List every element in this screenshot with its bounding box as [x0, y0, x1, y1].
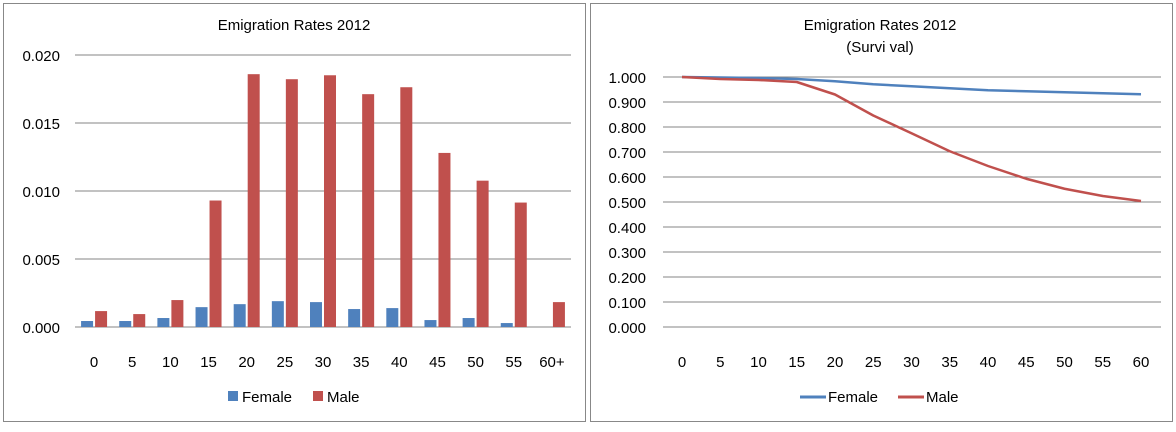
x-tick-label: 20	[238, 354, 255, 371]
bar-male	[248, 74, 260, 327]
x-tick-label: 60	[1133, 354, 1150, 371]
bar-male	[171, 300, 183, 327]
x-tick-label: 15	[788, 354, 805, 371]
bar-male	[133, 314, 145, 327]
y-tick-label: 0.020	[22, 48, 60, 65]
x-tick-label: 20	[827, 354, 844, 371]
bar-female	[310, 302, 322, 327]
bar-female	[424, 320, 436, 327]
bar-male	[477, 181, 489, 327]
bar-female	[157, 318, 169, 327]
chart-subtitle: (Survi val)	[846, 39, 914, 56]
bar-female	[501, 323, 513, 327]
legend-label: Male	[327, 389, 360, 406]
y-tick-label: 0.400	[608, 220, 646, 237]
y-tick-label: 0.600	[608, 170, 646, 187]
legend-label: Female	[242, 389, 292, 406]
y-tick-label: 0.300	[608, 245, 646, 262]
y-tick-label: 0.500	[608, 195, 646, 212]
bar-male	[210, 201, 222, 327]
bar-male	[324, 75, 336, 327]
y-tick-label: 0.800	[608, 120, 646, 137]
legend-label: Female	[828, 389, 878, 406]
bar-chart-panel: Emigration Rates 2012 0.000 0.005 0.010 0.0…	[4, 4, 586, 422]
bar-male	[362, 94, 374, 327]
x-tick-label: 45	[1018, 354, 1035, 371]
bar-male	[438, 153, 450, 327]
x-tick-label: 5	[716, 354, 724, 371]
x-tick-label: 55	[1094, 354, 1111, 371]
y-tick-label: 0.100	[608, 295, 646, 312]
x-tick-label: 45	[429, 354, 446, 371]
line-chart-panel: Emigration Rates 2012 (Survi val) 0.000 0…	[591, 4, 1173, 422]
x-tick-label: 5	[128, 354, 136, 371]
y-tick-label: 0.700	[608, 145, 646, 162]
chart-title: Emigration Rates 2012	[804, 17, 957, 34]
y-tick-label: 0.010	[22, 184, 60, 201]
bar-female	[272, 301, 284, 327]
y-tick-label: 0.900	[608, 95, 646, 112]
x-tick-label: 0	[678, 354, 686, 371]
bar-female	[81, 321, 93, 327]
x-tick-label: 40	[980, 354, 997, 371]
y-tick-label: 0.000	[608, 320, 646, 337]
x-tick-label: 50	[1056, 354, 1073, 371]
x-tick-label: 30	[903, 354, 920, 371]
y-tick-label: 0.000	[22, 320, 60, 337]
x-tick-label: 25	[865, 354, 882, 371]
x-tick-label: 50	[467, 354, 484, 371]
x-tick-label: 0	[90, 354, 98, 371]
y-tick-label: 1.000	[608, 70, 646, 87]
x-tick-label: 60+	[539, 354, 565, 371]
legend-label: Male	[926, 389, 959, 406]
x-tick-label: 35	[941, 354, 958, 371]
x-tick-label: 40	[391, 354, 408, 371]
x-tick-label: 15	[200, 354, 217, 371]
legend-swatch-female	[228, 391, 238, 401]
bar-female	[348, 309, 360, 327]
bar-male	[515, 203, 527, 327]
x-tick-label: 10	[162, 354, 179, 371]
legend-swatch-male	[313, 391, 323, 401]
bar-male	[286, 79, 298, 327]
y-tick-label: 0.005	[22, 252, 60, 269]
y-tick-label: 0.200	[608, 270, 646, 287]
y-tick-label: 0.015	[22, 116, 60, 133]
x-tick-label: 35	[353, 354, 370, 371]
x-tick-label: 10	[750, 354, 767, 371]
bar-female	[386, 308, 398, 327]
x-tick-label: 25	[277, 354, 294, 371]
bar-female	[463, 318, 475, 327]
chart-title: Emigration Rates 2012	[218, 17, 371, 34]
x-tick-label: 30	[315, 354, 332, 371]
bar-male	[553, 302, 565, 327]
bar-female	[234, 304, 246, 327]
x-tick-label: 55	[505, 354, 522, 371]
bar-female	[119, 321, 131, 327]
bar-male	[400, 87, 412, 327]
bar-male	[95, 311, 107, 327]
bar-female	[196, 307, 208, 327]
